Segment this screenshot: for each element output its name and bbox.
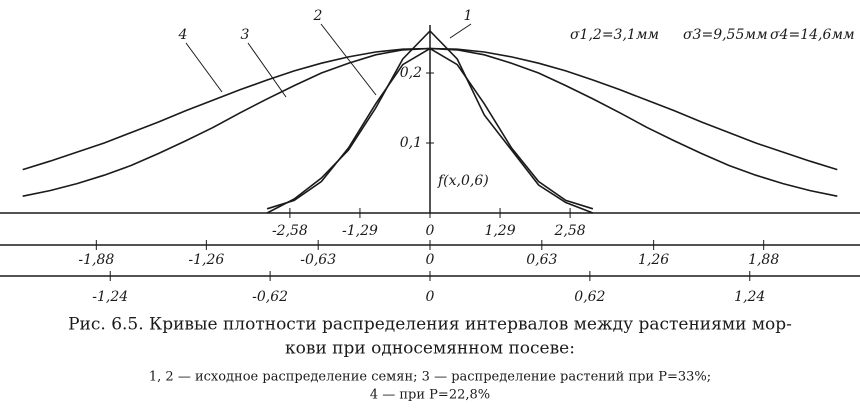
curve: [22, 47, 838, 171]
curve-label: 2: [313, 8, 323, 24]
annotation: σ3=9,55мм: [683, 27, 768, 43]
caption: 1, 2 — исходное распределение семян; 3 —…: [149, 370, 711, 385]
x-tick-label: 0: [426, 252, 435, 268]
curve: [266, 29, 594, 214]
x-tick-label: 0: [426, 223, 435, 239]
leader-line: [247, 42, 287, 98]
x-tick-label: 0: [426, 289, 435, 305]
caption: 4 — при P=22,8%: [370, 388, 490, 403]
x-tick-label: -2,58: [272, 223, 308, 239]
x-tick-label: 1,26: [638, 252, 669, 268]
annotation: σ4=14,6мм: [770, 27, 855, 43]
x-tick-label: -0,63: [300, 252, 336, 268]
x-tick-label: 0,63: [526, 252, 557, 268]
x-tick-label: -1,88: [78, 252, 114, 268]
x-tick-label: -1,24: [92, 289, 128, 305]
caption: Рис. 6.5. Кривые плотности распределения…: [68, 315, 792, 335]
x-tick-label: 1,24: [734, 289, 765, 305]
x-tick-label: 0,62: [574, 289, 605, 305]
x-tick-label: -0,62: [252, 289, 288, 305]
y-axis-label: f(x,0,6): [437, 173, 489, 189]
leader-line: [185, 42, 223, 93]
curve-label: 3: [241, 27, 250, 43]
x-tick-label: 1,88: [748, 252, 779, 268]
y-tick-label: 0,2: [400, 65, 422, 81]
x-tick-label: -1,26: [188, 252, 224, 268]
x-tick-label: 2,58: [554, 223, 586, 239]
x-tick-label: -1,29: [342, 223, 378, 239]
caption: кови при односемянном посеве:: [285, 339, 575, 359]
leader-line: [320, 23, 377, 96]
curve-label: 1: [464, 8, 473, 24]
x-tick-label: 1,29: [484, 223, 515, 239]
y-tick-label: 0,1: [400, 135, 422, 151]
annotation: σ1,2=3,1мм: [570, 27, 659, 43]
curve-label: 4: [178, 27, 188, 43]
leader-line: [449, 23, 472, 39]
